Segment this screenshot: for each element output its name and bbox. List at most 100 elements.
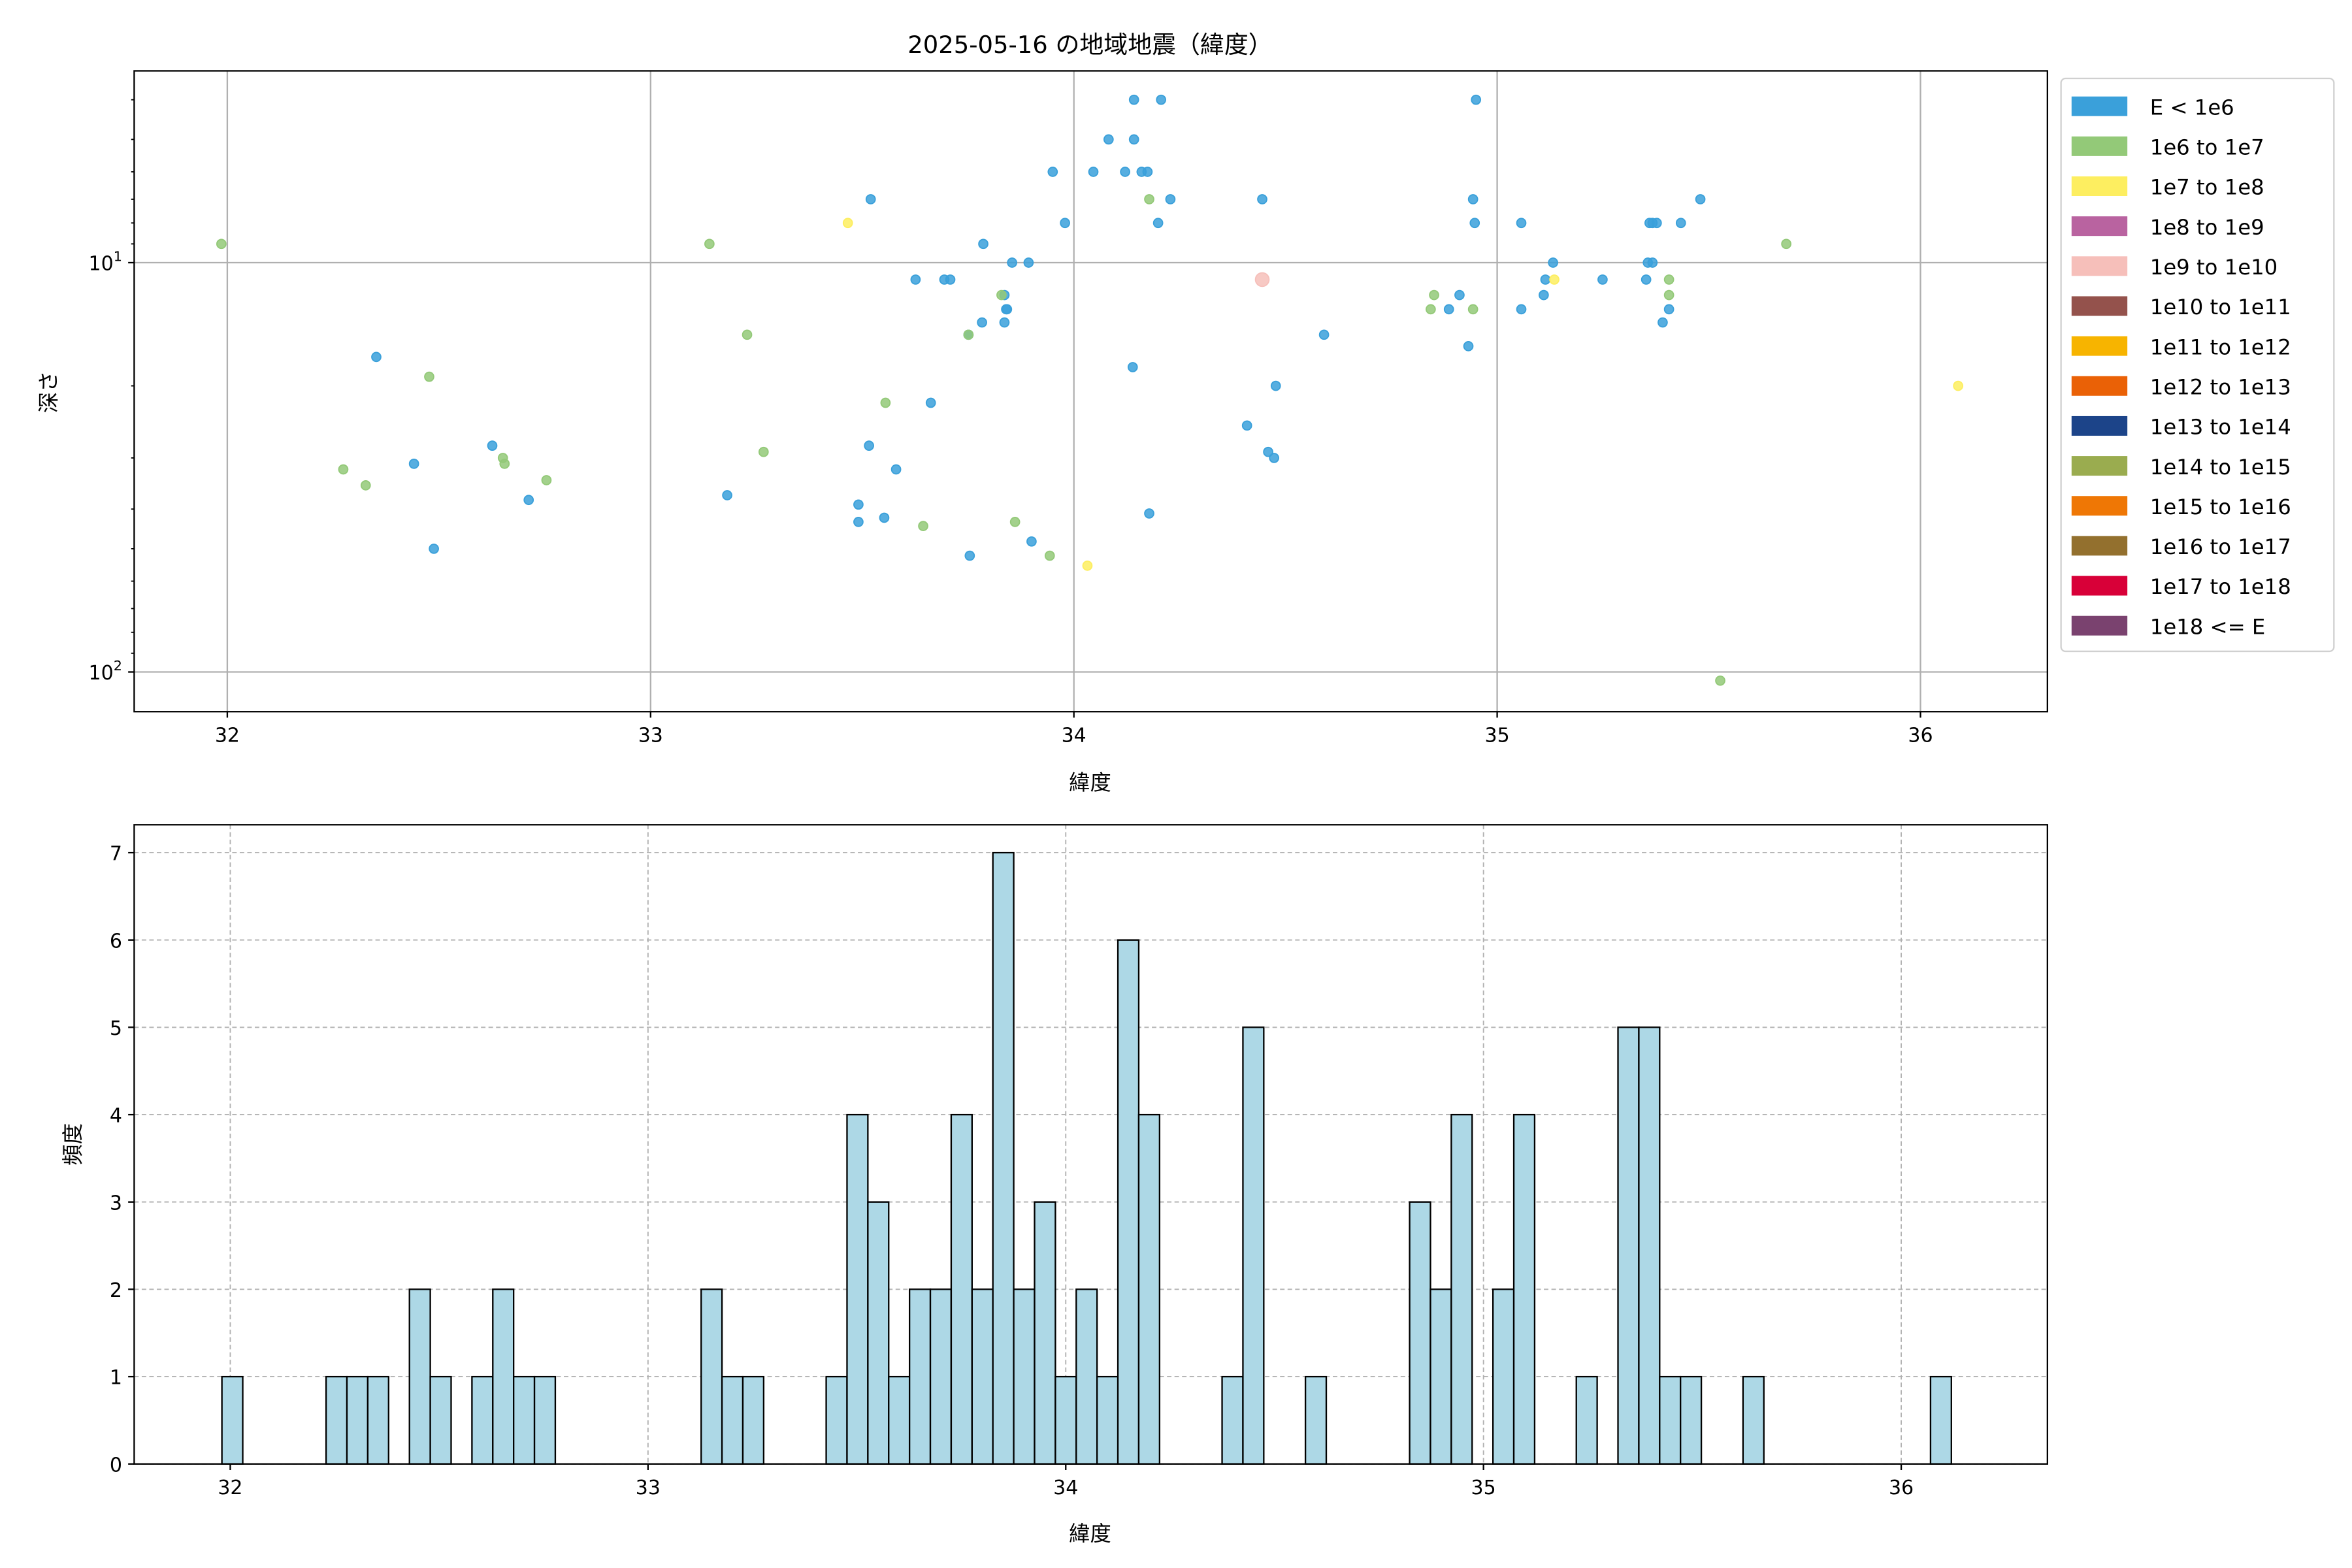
legend-label: E < 1e6 [2150, 95, 2234, 120]
histogram-bar [1680, 1375, 1703, 1465]
scatter-point [1658, 317, 1668, 328]
histogram-y-label: 頻度 [60, 1123, 85, 1166]
scatter-point [1647, 257, 1658, 268]
scatter-point [1663, 304, 1674, 315]
x-tick-label: 35 [1484, 724, 1509, 747]
legend-label: 1e9 to 1e10 [2150, 255, 2278, 280]
histogram-bar [1512, 1113, 1536, 1465]
x-tick-label: 32 [218, 1477, 242, 1499]
legend-swatch [2071, 416, 2128, 436]
legend-swatch [2071, 256, 2128, 276]
scatter-point [1539, 289, 1549, 301]
scatter-point [1516, 304, 1527, 315]
legend-label: 1e12 to 1e13 [2150, 374, 2291, 399]
scatter-point [1023, 257, 1034, 268]
histogram-bar [1659, 1375, 1682, 1465]
scatter-point [1548, 257, 1558, 268]
scatter-point [1009, 517, 1021, 527]
histogram-bar [846, 1113, 869, 1465]
legend-swatch [2071, 496, 2128, 516]
histogram-bar [1075, 1288, 1098, 1465]
scatter-point [371, 351, 382, 363]
scatter-point [1467, 304, 1478, 315]
histogram-bar [1450, 1113, 1473, 1465]
y-tick-label: 6 [110, 930, 122, 953]
legend-swatch [2071, 216, 2128, 237]
histogram-bar [513, 1375, 536, 1465]
scatter-point [1467, 194, 1478, 204]
scatter-point [360, 480, 371, 491]
legend-swatch [2071, 136, 2128, 156]
y-tick-label: 101 [89, 249, 122, 276]
histogram-axes-frame [133, 824, 2048, 1465]
scatter-point [429, 544, 439, 554]
legend-swatch [2071, 576, 2128, 596]
scatter-point [880, 397, 891, 408]
scatter-point [1263, 446, 1273, 457]
scatter-point [1241, 420, 1252, 431]
scatter-point [1254, 272, 1270, 287]
legend-swatch [2071, 536, 2128, 556]
scatter-point [1060, 218, 1070, 229]
histogram-bar [1492, 1288, 1515, 1465]
scatter-point [918, 521, 928, 531]
legend-swatch [2071, 336, 2128, 356]
scatter-point [742, 329, 753, 340]
scatter-point [1026, 536, 1037, 547]
histogram-bar [1054, 1375, 1077, 1465]
scatter-point [1318, 329, 1330, 340]
scatter-point [541, 475, 552, 485]
y-tick-label: 1 [110, 1367, 122, 1390]
histogram-bar [1221, 1375, 1244, 1465]
histogram-bar [1429, 1288, 1452, 1465]
histogram-bar [346, 1375, 369, 1465]
scatter-point [1144, 508, 1154, 519]
histogram-x-label: 緯度 [1069, 1521, 1111, 1546]
histogram-bar [888, 1375, 911, 1465]
scatter-point [1165, 194, 1176, 204]
scatter-point [1426, 304, 1436, 315]
scatter-x-label: 緯度 [1069, 770, 1111, 795]
scatter-point [1128, 94, 1139, 105]
histogram-bar [471, 1375, 494, 1465]
x-tick-label: 33 [638, 724, 663, 747]
histogram-bar [1013, 1288, 1036, 1465]
histogram-bar [908, 1288, 932, 1465]
histogram-bar [1575, 1375, 1598, 1465]
histogram-bar [742, 1375, 765, 1465]
scatter-point [722, 490, 732, 500]
histogram-bar [1304, 1375, 1328, 1465]
histogram-bar [700, 1288, 723, 1465]
scatter-point [1128, 134, 1139, 145]
scatter-point [1516, 218, 1527, 229]
histogram-bar [929, 1288, 953, 1465]
histogram-bar [492, 1288, 515, 1465]
scatter-point [523, 495, 534, 506]
scatter-point [1002, 304, 1013, 315]
legend-label: 1e10 to 1e11 [2150, 295, 2291, 319]
legend-label: 1e11 to 1e12 [2150, 335, 2291, 359]
scatter-y-label: 深さ [36, 371, 61, 414]
legend-box [2060, 77, 2335, 653]
legend-label: 1e15 to 1e16 [2150, 495, 2291, 519]
scatter-point [1454, 289, 1465, 301]
scatter-point [1007, 257, 1017, 268]
scatter-point [879, 512, 890, 523]
y-tick-label: 3 [110, 1192, 122, 1215]
scatter-point [487, 440, 498, 451]
histogram-bar [1034, 1201, 1056, 1465]
scatter-point [1257, 194, 1267, 204]
histogram-bar [408, 1288, 431, 1465]
scatter-point [996, 289, 1007, 301]
x-tick-label: 34 [1062, 724, 1086, 747]
scatter-point [704, 238, 715, 250]
legend-swatch [2071, 176, 2128, 196]
histogram-bar [1929, 1375, 1952, 1465]
legend-label: 1e16 to 1e17 [2150, 534, 2291, 559]
y-tick-label: 7 [110, 843, 122, 866]
y-tick-label: 4 [110, 1105, 122, 1128]
scatter-point [963, 329, 974, 340]
scatter-point [1953, 380, 1963, 391]
